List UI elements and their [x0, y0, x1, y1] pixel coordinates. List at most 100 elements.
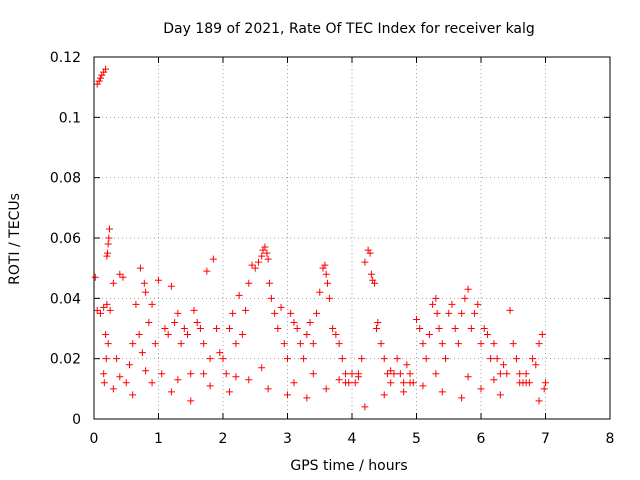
data-point	[135, 331, 143, 339]
data-point	[454, 340, 462, 348]
data-point	[335, 340, 343, 348]
data-point	[464, 285, 472, 293]
data-point	[493, 355, 501, 363]
data-point	[522, 370, 530, 378]
data-point	[393, 355, 401, 363]
data-point	[503, 370, 511, 378]
data-point	[132, 300, 140, 308]
x-tick-label: 1	[154, 431, 163, 447]
data-point	[483, 331, 491, 339]
y-axis-label: ROTI / TECUs	[7, 193, 23, 285]
data-point	[354, 373, 362, 381]
data-point	[164, 331, 172, 339]
data-point	[387, 367, 395, 375]
data-point	[200, 340, 208, 348]
data-point	[105, 234, 113, 242]
data-point	[435, 325, 443, 332]
data-point	[148, 300, 156, 308]
data-point	[309, 340, 317, 348]
data-point	[284, 391, 291, 399]
data-point	[442, 355, 450, 363]
data-point	[309, 370, 317, 378]
data-point	[361, 258, 369, 266]
data-point	[91, 273, 99, 281]
data-point	[369, 276, 377, 284]
x-tick-label: 6	[477, 431, 486, 447]
data-point	[496, 391, 504, 399]
data-point	[287, 309, 295, 317]
y-tick-label: 0	[72, 412, 81, 428]
data-point	[506, 306, 514, 314]
data-point	[522, 379, 530, 387]
data-point	[222, 370, 230, 378]
data-point	[290, 318, 298, 326]
data-point	[319, 264, 327, 272]
data-point	[458, 394, 466, 402]
data-point	[187, 370, 195, 378]
data-point	[429, 300, 437, 308]
data-point	[177, 340, 185, 348]
data-point	[364, 246, 372, 254]
y-tick-label: 0.12	[50, 50, 81, 66]
data-point	[458, 309, 466, 317]
data-point	[109, 279, 117, 287]
data-point	[325, 294, 333, 302]
x-tick-label: 0	[90, 431, 99, 447]
data-point	[432, 294, 440, 302]
data-point	[155, 276, 162, 284]
data-point	[167, 388, 175, 396]
data-point	[280, 340, 288, 348]
data-point	[296, 340, 304, 348]
data-point	[113, 355, 121, 363]
data-point	[95, 77, 103, 85]
data-point	[425, 331, 433, 339]
data-point	[374, 318, 382, 326]
data-point	[496, 370, 504, 378]
data-point	[300, 355, 308, 363]
data-point	[116, 270, 124, 278]
x-tick-label: 7	[541, 431, 550, 447]
data-point	[184, 331, 192, 339]
data-point	[232, 373, 240, 381]
data-point	[373, 325, 381, 332]
data-point	[351, 379, 359, 387]
data-point	[516, 379, 524, 387]
data-point	[187, 397, 195, 405]
data-point	[284, 355, 291, 363]
data-point	[104, 249, 112, 257]
data-point	[377, 340, 385, 348]
data-point	[122, 379, 130, 387]
data-point	[306, 318, 314, 326]
data-point	[171, 318, 179, 326]
data-point	[193, 318, 201, 326]
data-point	[93, 306, 101, 314]
data-point	[445, 309, 453, 317]
data-point	[413, 315, 420, 323]
data-point	[358, 355, 366, 363]
data-point	[380, 355, 388, 363]
data-point	[406, 370, 414, 378]
data-point	[366, 249, 374, 257]
data-point	[225, 388, 233, 396]
data-point	[140, 279, 148, 287]
data-point	[96, 309, 104, 317]
data-point	[329, 325, 337, 332]
data-point	[142, 288, 150, 296]
y-tick-label: 0.08	[50, 171, 81, 187]
data-point	[267, 294, 275, 302]
data-point	[102, 65, 110, 73]
data-point	[232, 340, 240, 348]
data-point	[509, 340, 517, 348]
data-point	[432, 370, 440, 378]
data-point	[338, 355, 346, 363]
data-point	[419, 382, 427, 390]
data-point	[487, 355, 495, 363]
data-point	[206, 382, 214, 390]
data-point	[138, 349, 146, 357]
data-point	[102, 331, 110, 339]
data-point	[406, 379, 414, 387]
data-point	[158, 370, 166, 378]
data-point	[196, 325, 204, 332]
data-point	[335, 376, 343, 384]
